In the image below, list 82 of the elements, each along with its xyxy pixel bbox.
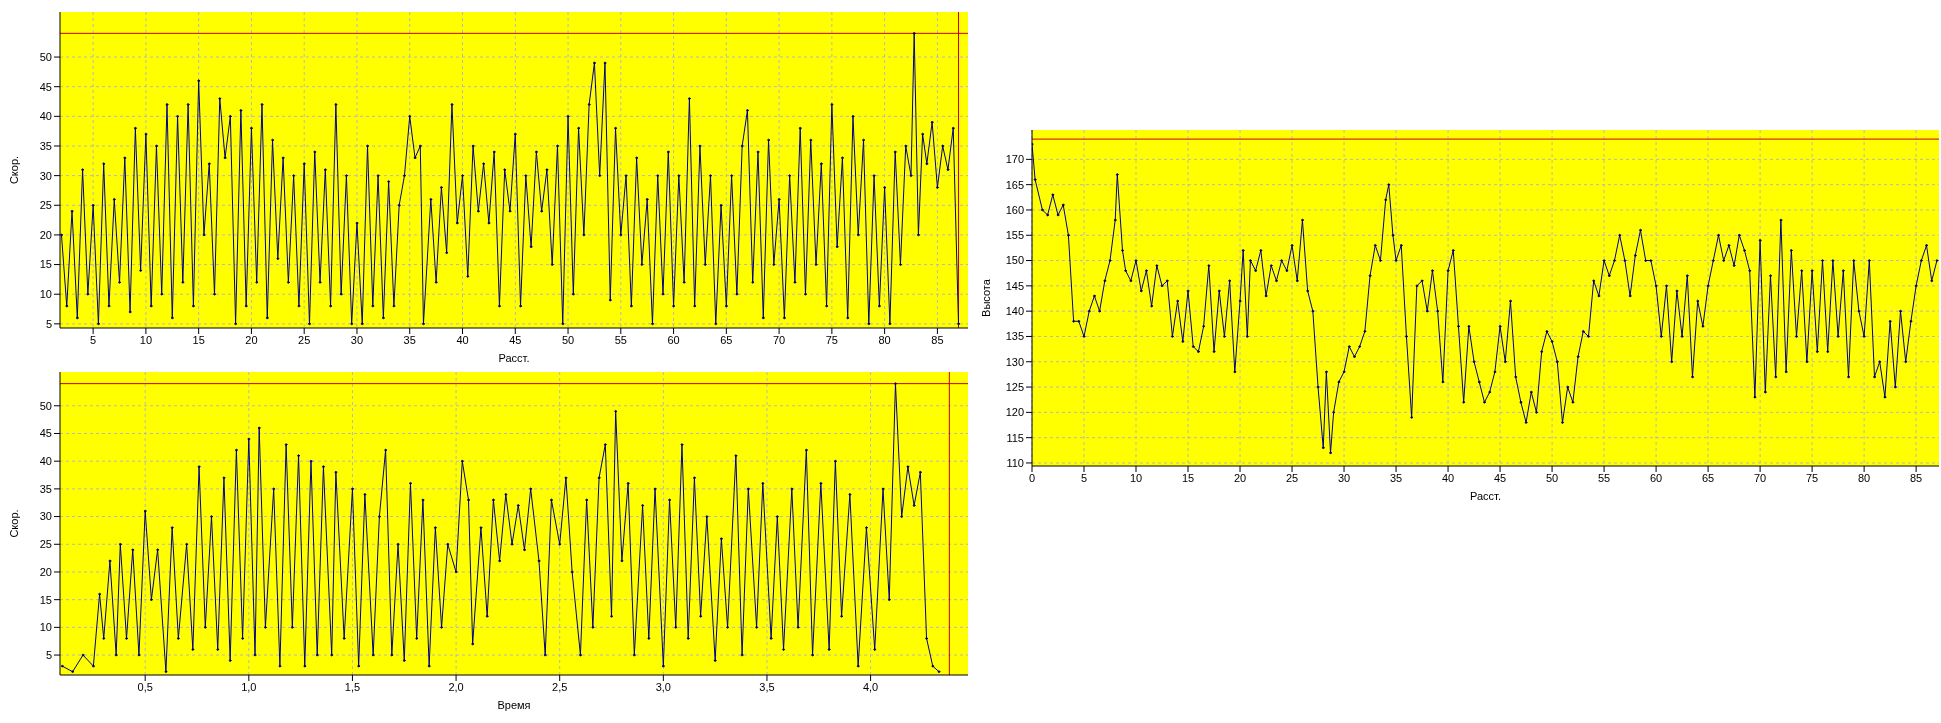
y-tick-label: 150 [1005,254,1024,267]
y-tick-label: 15 [39,258,52,271]
y-axis-title: Высота [979,278,992,317]
x-tick-label: 0 [1028,471,1036,484]
y-tick-label: 170 [1005,153,1024,166]
x-tick-label: 3,0 [655,680,671,693]
x-tick-label: 55 [614,333,627,346]
x-tick-label: 10 [139,333,153,346]
y-tick-label: 20 [39,565,52,578]
x-tick-label: 2,0 [448,680,464,693]
x-tick-label: 0,5 [137,680,153,693]
x-tick-label: 35 [403,333,416,346]
x-tick-label: 20 [1233,471,1247,484]
y-tick-label: 115 [1006,431,1024,444]
x-tick-label: 5 [1080,471,1088,484]
x-tick-label: 45 [1493,471,1507,484]
y-tick-label: 165 [1005,178,1024,191]
x-tick-label: 60 [667,333,680,346]
y-tick-label: 40 [39,455,52,468]
x-tick-label: 70 [1753,471,1767,484]
y-tick-label: 45 [39,427,52,440]
x-tick-label: 85 [931,333,944,346]
x-tick-label: 80 [878,333,891,346]
x-axis-title: Расст. [498,352,530,364]
x-tick-label: 3,5 [759,680,775,693]
x-tick-label: 15 [192,333,205,346]
x-tick-label: 50 [561,333,575,346]
x-tick-label: 4,0 [862,680,879,693]
y-tick-label: 140 [1005,305,1024,318]
x-tick-label: 50 [1545,471,1559,484]
y-tick-label: 45 [39,80,52,93]
x-tick-label: 25 [298,333,311,346]
x-tick-label: 5 [90,333,97,346]
y-tick-label: 130 [1005,355,1024,368]
y-tick-label: 30 [39,510,52,523]
y-tick-label: 160 [1005,203,1024,216]
y-tick-label: 25 [39,538,52,551]
y-tick-label: 145 [1005,279,1024,292]
x-tick-label: 2,5 [552,680,568,693]
y-tick-label: 15 [39,593,52,606]
y-tick-label: 25 [39,199,52,212]
x-tick-label: 85 [1909,471,1923,484]
y-tick-label: 50 [39,50,52,63]
x-tick-label: 10 [1129,471,1143,484]
x-axis-title: Время [497,699,531,711]
x-tick-label: 40 [456,333,469,346]
y-tick-label: 35 [39,482,52,495]
x-tick-label: 30 [1337,471,1351,484]
x-tick-label: 1,5 [344,680,361,693]
y-tick-label: 20 [39,228,52,241]
x-tick-label: 70 [772,333,786,346]
x-tick-label: 45 [509,333,522,346]
x-tick-label: 15 [1181,471,1195,484]
y-axis-title: Скор. [7,155,20,185]
y-tick-label: 110 [1006,456,1024,469]
x-tick-label: 65 [1701,471,1715,484]
x-axis-title: Расст. [1470,490,1501,502]
x-tick-label: 1,0 [241,680,257,693]
x-tick-label: 80 [1857,471,1871,484]
x-tick-label: 35 [1389,471,1403,484]
y-tick-label: 40 [39,110,52,123]
y-tick-label: 125 [1005,380,1024,393]
y-tick-label: 10 [39,288,52,301]
y-tick-label: 135 [1005,330,1024,343]
y-tick-label: 5 [45,648,52,661]
x-tick-label: 25 [1285,471,1299,484]
y-axis-title: Скор. [7,509,20,538]
y-tick-label: 120 [1005,406,1024,419]
y-tick-label: 10 [39,621,52,634]
x-tick-label: 60 [1649,471,1663,484]
x-tick-label: 75 [825,333,838,346]
x-tick-label: 40 [1441,471,1455,484]
x-tick-label: 55 [1597,471,1611,484]
y-tick-label: 5 [45,317,52,330]
y-tick-label: 30 [39,169,52,182]
x-tick-label: 30 [350,333,364,346]
y-tick-label: 50 [39,399,52,412]
x-tick-label: 75 [1805,471,1819,484]
x-tick-label: 65 [720,333,733,346]
y-tick-label: 35 [39,139,52,152]
x-tick-label: 20 [245,333,258,346]
y-tick-label: 155 [1005,229,1024,242]
